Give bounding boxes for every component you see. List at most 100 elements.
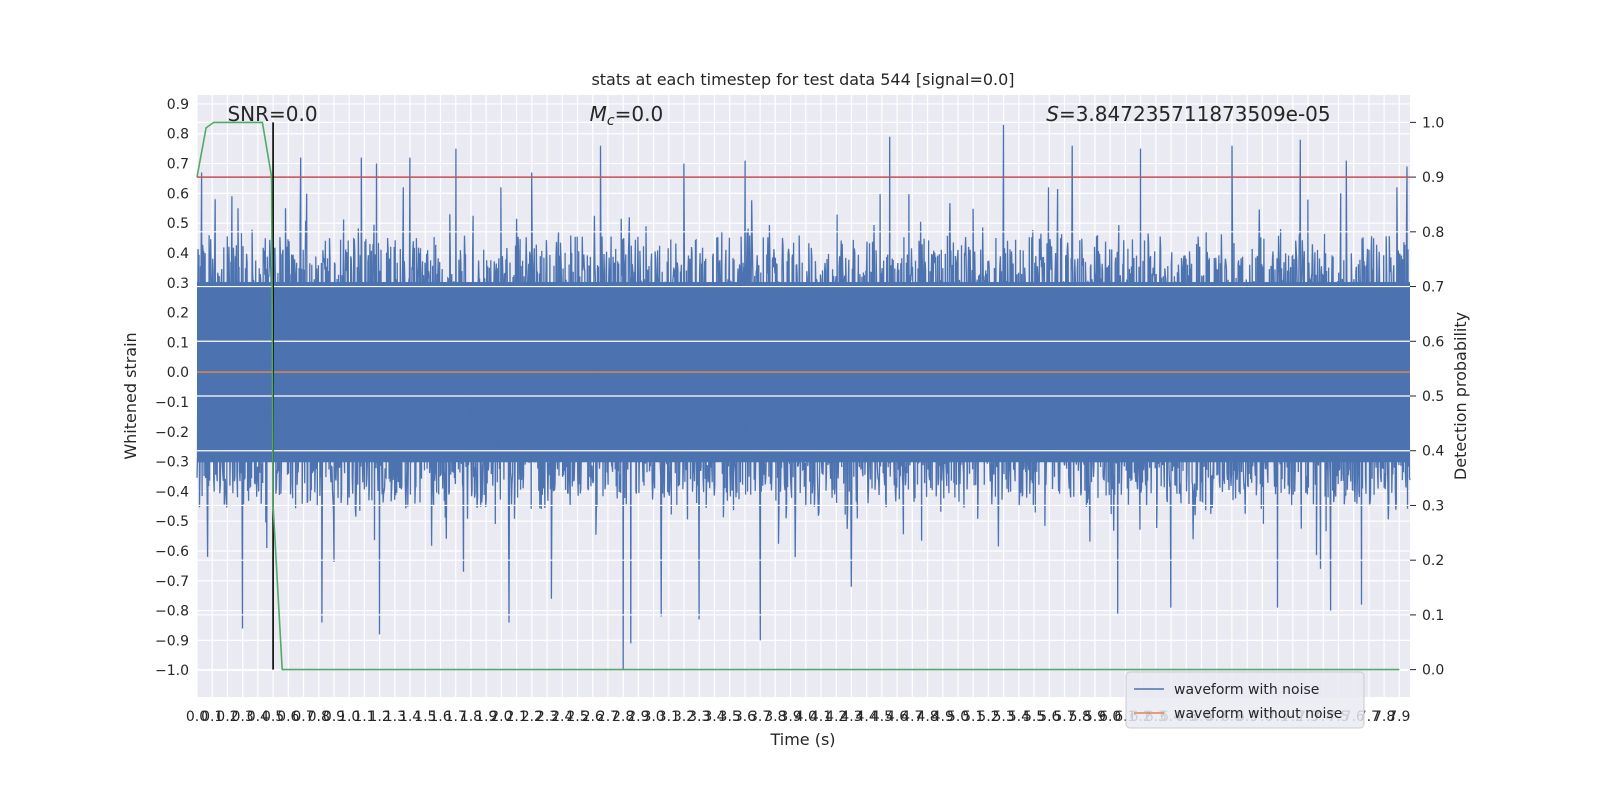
y-tick-label: 0.6: [167, 186, 189, 202]
x-tick-label: 0.3: [232, 709, 254, 725]
x-tick-label: 1.9: [475, 709, 497, 725]
legend-box: [1125, 671, 1365, 729]
y2-tick-label: 0.8: [1422, 225, 1444, 241]
x-tick-label: 0.8: [308, 709, 330, 725]
y-tick-label: 0.7: [167, 157, 189, 173]
x-tick-label: 6.0: [1099, 709, 1121, 725]
y-tick-label: −0.4: [155, 484, 189, 500]
x-tick-label: 3.1: [658, 709, 680, 725]
x-tick-label: 4.2: [825, 709, 847, 725]
x-tick-label: 5.4: [1008, 709, 1030, 725]
series-detection-probability: [196, 121, 1400, 671]
y2-tick-label: 0.7: [1422, 280, 1444, 296]
annotation-chirp-mass: Mc=0.0: [590, 102, 664, 129]
y-tick-label: 0.5: [167, 216, 189, 232]
y-tick-label: 0.0: [167, 365, 189, 381]
y-tick-label: −0.5: [155, 514, 189, 530]
x-tick-label: 2.9: [627, 709, 649, 725]
x-tick-label: 4.8: [916, 709, 938, 725]
chart-title: stats at each timestep for test data 544…: [591, 70, 1014, 89]
x-tick-label: 7.8: [1373, 709, 1395, 725]
y2-tick-label: 0.4: [1422, 444, 1444, 460]
x-tick-label: 4.6: [886, 709, 908, 725]
x-tick-label: 2.3: [536, 709, 558, 725]
y2-tick-label: 0.3: [1422, 498, 1444, 514]
x-tick-label: 0.7: [292, 709, 314, 725]
y-tick-label: 0.3: [167, 276, 189, 292]
x-tick-label: 3.2: [673, 709, 695, 725]
annotation-statistic: S=3.847235711873509e-05: [1046, 102, 1330, 126]
x-tick-label: 3.7: [749, 709, 771, 725]
y-tick-label: −0.7: [155, 574, 189, 590]
y-tick-label: 0.8: [167, 127, 189, 143]
y2-tick-label: 0.6: [1422, 334, 1444, 350]
x-tick-label: 0.0: [186, 709, 208, 725]
y2-tick-label: 0.1: [1422, 608, 1444, 624]
y-tick-label: −0.2: [155, 425, 189, 441]
x-tick-label: 2.0: [490, 709, 512, 725]
x-tick-label: 4.5: [871, 709, 893, 725]
y-tick-label: −0.3: [155, 455, 189, 471]
x-axis-label: Time (s): [769, 730, 835, 749]
annotations: SNR=0.0 Mc=0.0 S=3.847235711873509e-05: [227, 102, 1330, 129]
y-tick-label: 0.2: [167, 306, 189, 322]
x-tick-label: 3.6: [734, 709, 756, 725]
legend-label: waveform without noise: [1174, 706, 1342, 722]
x-tick-label: 1.7: [445, 709, 467, 725]
x-tick-label: 4.7: [901, 709, 923, 725]
x-tick-label: 2.1: [505, 709, 527, 725]
x-tick-label: 5.7: [1053, 709, 1075, 725]
x-tick-label: 2.2: [521, 709, 543, 725]
x-tick-label: 2.6: [582, 709, 604, 725]
x-tick-label: 1.2: [369, 709, 391, 725]
x-tick-label: 0.1: [201, 709, 223, 725]
legend-label: waveform with noise: [1174, 682, 1319, 698]
x-tick-label: 3.5: [719, 709, 741, 725]
x-tick-label: 2.4: [551, 709, 573, 725]
x-tick-label: 3.0: [642, 709, 664, 725]
y-tick-label: −0.9: [155, 633, 189, 649]
x-tick-label: 0.2: [216, 709, 238, 725]
x-tick-label: 1.1: [353, 709, 375, 725]
x-tick-label: 4.9: [932, 709, 954, 725]
x-tick-label: 5.1: [962, 709, 984, 725]
x-tick-label: 5.9: [1084, 709, 1106, 725]
y-tick-label: −0.1: [155, 395, 189, 411]
y2-axis-ticks: 1.0 0.9 0.8 0.7 0.6 0.5 0.4 0.3 0.2 0.1 0.0: [1410, 115, 1444, 679]
x-tick-label: 0.4: [247, 709, 269, 725]
x-tick-label: 4.4: [856, 709, 878, 725]
y2-axis-label: Detection probability: [1451, 312, 1470, 480]
x-tick-label: 3.9: [779, 709, 801, 725]
x-tick-label: 5.0: [947, 709, 969, 725]
y-axis-label: Whitened strain: [121, 332, 140, 459]
x-tick-label: 1.6: [429, 709, 451, 725]
x-tick-label: 5.3: [993, 709, 1015, 725]
x-tick-label: 1.4: [399, 709, 421, 725]
probability-line: [196, 121, 1400, 671]
x-tick-label: 3.4: [703, 709, 725, 725]
x-tick-label: 0.6: [277, 709, 299, 725]
y2-tick-label: 1.0: [1422, 115, 1444, 131]
x-tick-label: 4.1: [810, 709, 832, 725]
x-tick-label: 1.5: [414, 709, 436, 725]
y-tick-label: −0.8: [155, 604, 189, 620]
x-tick-label: 5.2: [977, 709, 999, 725]
x-tick-label: 1.0: [338, 709, 360, 725]
y-tick-label: 0.1: [167, 335, 189, 351]
x-tick-label: 2.7: [597, 709, 619, 725]
x-tick-label: 3.3: [688, 709, 710, 725]
x-tick-label: 5.8: [1069, 709, 1091, 725]
x-tick-label: 7.9: [1388, 709, 1410, 725]
y2-tick-label: 0.5: [1422, 389, 1444, 405]
x-tick-label: 5.6: [1038, 709, 1060, 725]
legend: waveform with noise waveform without nois…: [1125, 671, 1365, 729]
y-tick-label: 0.4: [167, 246, 189, 262]
y2-tick-label: 0.0: [1422, 663, 1444, 679]
x-tick-label: 4.3: [840, 709, 862, 725]
noise-line: [196, 124, 1411, 671]
x-tick-label: 1.8: [460, 709, 482, 725]
x-tick-label: 2.5: [566, 709, 588, 725]
y-tick-label: −1.0: [155, 663, 189, 679]
x-tick-label: 3.8: [764, 709, 786, 725]
